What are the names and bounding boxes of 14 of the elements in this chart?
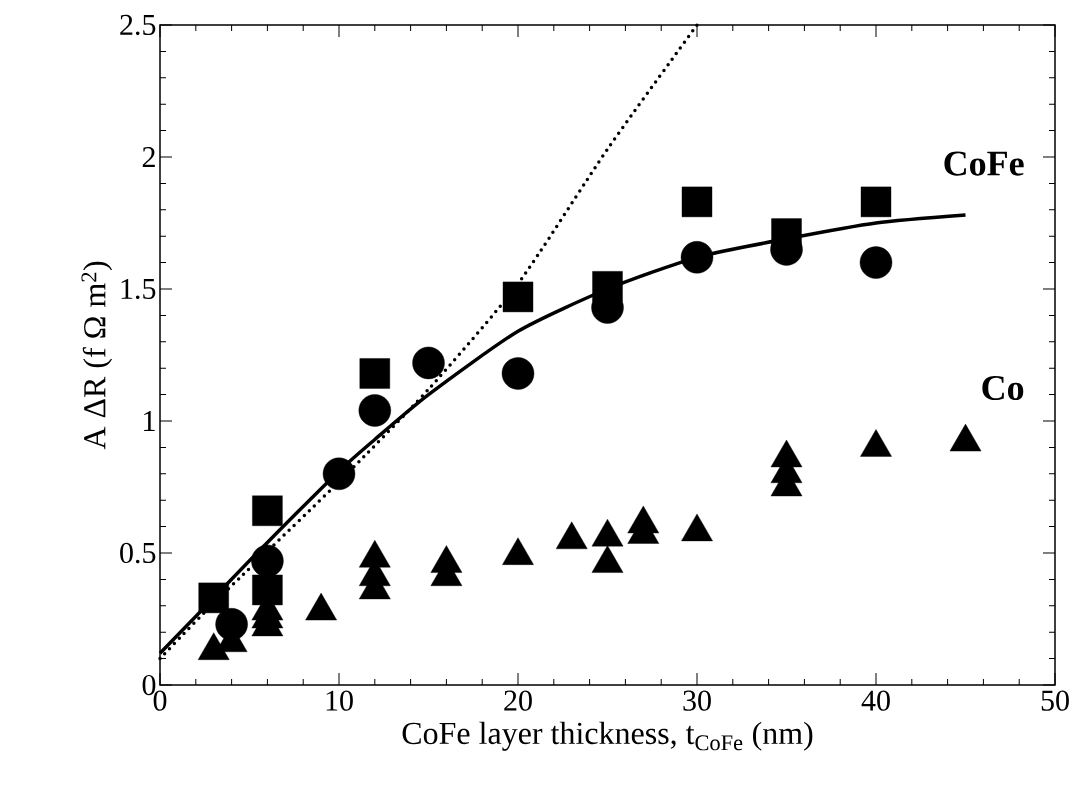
annotation: Co	[982, 375, 1024, 401]
x-tick-label: 50	[1041, 690, 1069, 711]
y-axis-title: A ΔR (f Ω m$^{2}$)	[81, 261, 113, 450]
y-tick-label: 0.5	[120, 542, 156, 564]
x-axis-title: CoFe layer thickness, t$_{CoFe}$ (nm)	[402, 721, 813, 751]
x-tick-label: 30	[683, 690, 711, 711]
x-tick-label: 10	[326, 690, 353, 711]
y-tick-label: 1.5	[121, 278, 156, 300]
y-tick-label: 2	[142, 147, 155, 167]
y-tick-label: 2.5	[120, 14, 156, 36]
x-tick-label: 20	[504, 690, 532, 711]
x-tick-label: 40	[861, 690, 890, 711]
y-tick-label: 1	[144, 411, 155, 431]
annotation: CoFe	[944, 151, 1024, 176]
